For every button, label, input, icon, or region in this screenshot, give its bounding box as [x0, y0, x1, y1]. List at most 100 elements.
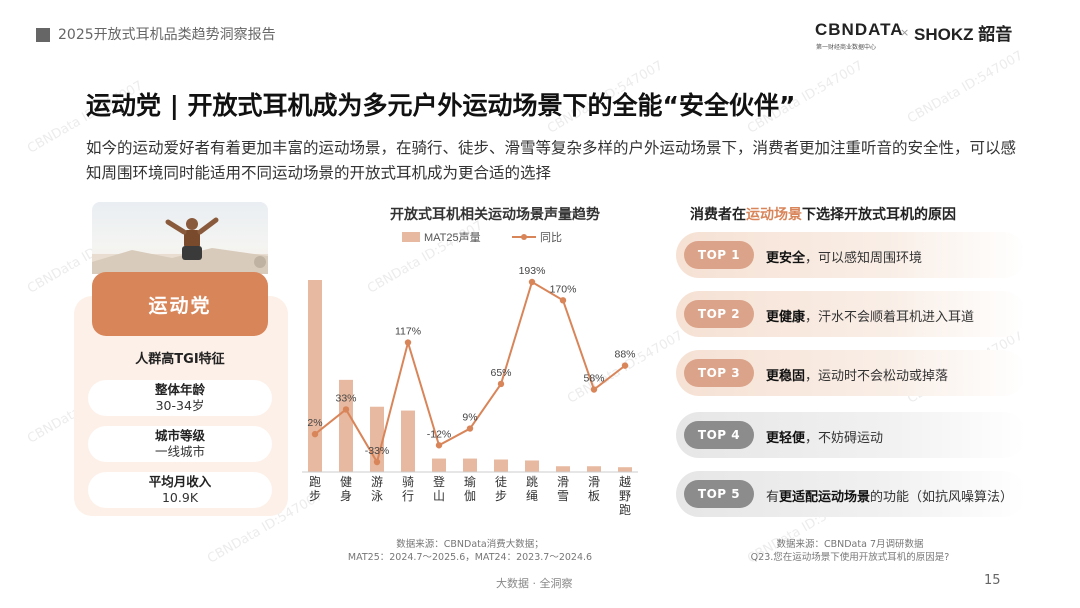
- profile-pill-age: 整体年龄 30-34岁: [88, 380, 272, 416]
- logo-separator: ×: [900, 26, 910, 39]
- athlete-photo: [92, 202, 268, 274]
- yoy-label: 193%: [519, 265, 546, 277]
- chart-bar: [308, 280, 322, 472]
- reason-bold: 更轻便: [766, 431, 806, 446]
- profile-ribbon: 运动党: [92, 272, 268, 336]
- yoy-point: [342, 406, 350, 413]
- x-tick-label: 游泳: [371, 475, 383, 503]
- profile-pill-city: 城市等级 一线城市: [88, 426, 272, 462]
- x-tick-label: 瑜伽: [464, 474, 476, 503]
- reason-text: 更轻便，不妨碍运动: [766, 427, 883, 446]
- rank-badge: TOP 3: [684, 359, 754, 387]
- yoy-point: [435, 442, 443, 449]
- profile-pill-income: 平均月收入 10.9K: [88, 472, 272, 508]
- header-square-icon: [36, 28, 50, 42]
- yoy-label: 9%: [462, 412, 477, 424]
- legend-line-marker: [521, 234, 527, 240]
- rank-badge: TOP 1: [684, 241, 754, 269]
- yoy-point: [621, 362, 629, 369]
- chart-bar: [587, 466, 601, 472]
- yoy-point: [404, 339, 412, 346]
- chart-bar: [339, 379, 353, 472]
- chart-source-line: MAT25：2024.7～2025.6，MAT24：2023.7～2024.6: [347, 552, 593, 563]
- reason-bold: 更健康: [766, 310, 806, 325]
- legend-line-label: 同比: [540, 231, 562, 244]
- rank-badge: TOP 5: [684, 480, 754, 508]
- x-tick-label: 滑雪: [557, 475, 569, 503]
- chart-bar: [618, 467, 632, 472]
- yoy-line: [314, 280, 626, 465]
- rank-badge: TOP 4: [684, 421, 754, 449]
- yoy-point: [497, 380, 505, 388]
- chart-title: 开放式耳机相关运动场景声量趋势: [390, 207, 600, 223]
- yoy-point: [311, 430, 319, 438]
- x-tick-label: 骑行: [402, 475, 414, 503]
- pill-key: 城市等级: [154, 428, 205, 443]
- yoy-label: 2%: [307, 417, 322, 429]
- yoy-label: 33%: [335, 392, 356, 404]
- page-title: 运动党 | 开放式耳机成为多元户外运动场景下的全能“安全伙伴”: [86, 91, 796, 120]
- reasons-source-line: 数据来源：CBNData 7月调研数据: [776, 539, 924, 550]
- yoy-label: 65%: [490, 367, 511, 379]
- chart-bar: [494, 459, 508, 472]
- legend-bar-swatch: [402, 232, 420, 242]
- yoy-label: 170%: [550, 283, 577, 295]
- tgi-title: 人群高TGI特征: [135, 352, 225, 367]
- reasons-title-highlight: 运动场景: [746, 207, 802, 223]
- rank-badge: TOP 2: [684, 300, 754, 328]
- reason-text: 更稳固，运动时不会松动或掉落: [766, 365, 948, 384]
- reason-bold: 更稳固: [766, 369, 806, 384]
- reason-pre: 有: [766, 490, 780, 505]
- x-tick-label: 徒步: [495, 475, 507, 503]
- x-tick-label: 滑板: [588, 475, 600, 503]
- page-number: 15: [984, 573, 1001, 588]
- reasons-title-pre: 消费者在: [690, 207, 746, 223]
- footer-slogan: 大数据 · 全洞察: [496, 577, 573, 590]
- x-tick-label: 登山: [433, 474, 445, 503]
- report-title: 2025开放式耳机品类趋势洞察报告: [58, 27, 276, 43]
- chart-bar: [463, 458, 477, 472]
- reason-rest: ，可以感知周围环境: [805, 251, 923, 266]
- chart-bar: [401, 410, 415, 472]
- yoy-label: -12%: [427, 428, 452, 440]
- yoy-label: -33%: [365, 445, 390, 457]
- yoy-label: 117%: [395, 326, 421, 338]
- cbndata-logo: CBNDATA: [815, 20, 904, 39]
- yoy-point: [590, 386, 598, 393]
- x-tick-label: 跳绳: [526, 475, 538, 503]
- reason-bold: 更适配运动场景: [779, 490, 871, 505]
- chart-bar: [525, 460, 539, 472]
- pill-value: 10.9K: [161, 490, 199, 505]
- reason-rest: 的功能（如抗风噪算法）: [870, 490, 1014, 505]
- yoy-label: 88%: [614, 349, 635, 361]
- pill-key: 整体年龄: [154, 382, 205, 397]
- chart-bar: [432, 458, 446, 472]
- pill-value: 30-34岁: [155, 398, 205, 413]
- reasons-source: 数据来源：CBNData 7月调研数据 Q23.您在运动场景下使用开放式耳机的原…: [700, 538, 1000, 564]
- reasons-source-line: Q23.您在运动场景下使用开放式耳机的原因是?: [750, 552, 950, 563]
- reason-rest: ，不妨碍运动: [805, 431, 884, 446]
- yoy-point: [528, 278, 536, 286]
- profile-label: 运动党: [148, 294, 212, 317]
- x-tick-label: 越野跑: [619, 475, 631, 517]
- yoy-label: 58%: [583, 373, 604, 385]
- shokz-logo: SHOKZ 韶音: [914, 25, 1013, 44]
- pill-key: 平均月收入: [148, 474, 212, 489]
- intro-paragraph: 如今的运动爱好者有着更加丰富的运动场景，在骑行、徒步、滑雪等复杂多样的户外运动场…: [86, 139, 1017, 182]
- reason-text: 更健康，汗水不会顺着耳机进入耳道: [766, 306, 974, 325]
- x-tick-label: 健身: [340, 475, 352, 503]
- reason-bold: 更安全: [766, 251, 806, 266]
- reason-text: 有更适配运动场景的功能（如抗风噪算法）: [766, 486, 1013, 505]
- chart-source-line: 数据来源：CBNData消费大数据；: [396, 539, 544, 550]
- yoy-point: [559, 297, 567, 304]
- legend-bar-label: MAT25声量: [424, 230, 481, 244]
- yoy-point: [373, 458, 381, 466]
- reason-rest: ，汗水不会顺着耳机进入耳道: [805, 310, 975, 325]
- reasons-title: 消费者在运动场景下选择开放式耳机的原因: [690, 204, 1010, 224]
- pill-value: 一线城市: [154, 444, 205, 459]
- cbndata-logo-subtitle: 第一财经商业数据中心: [816, 44, 877, 51]
- watermark: CBNData ID:547007: [905, 48, 1026, 127]
- reasons-title-post: 下选择开放式耳机的原因: [802, 207, 956, 223]
- x-tick-label: 跑步: [309, 475, 321, 503]
